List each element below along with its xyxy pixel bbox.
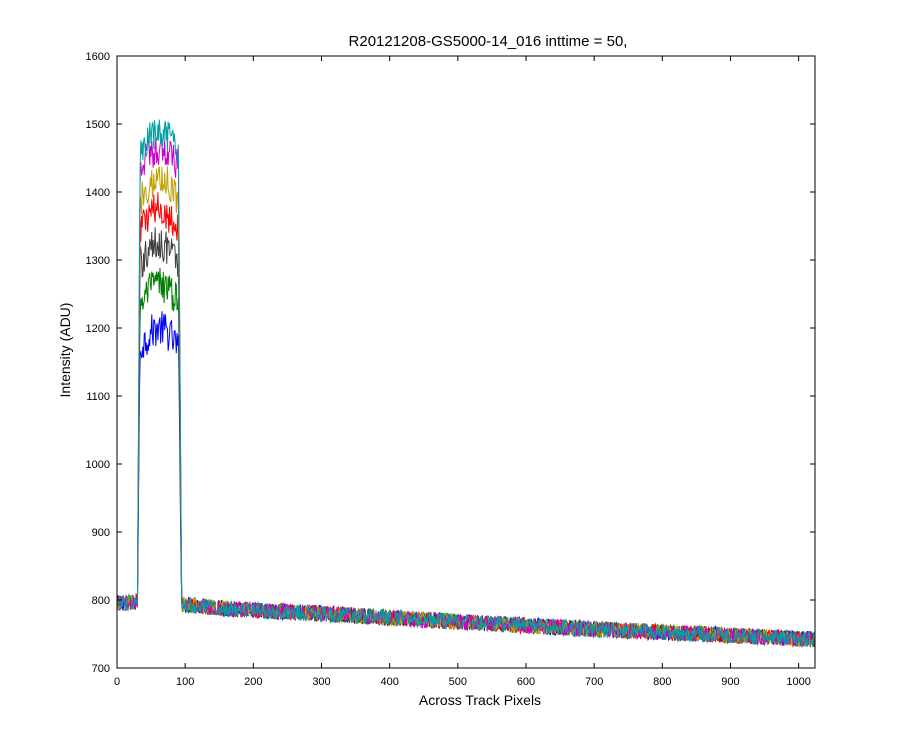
y-tick-label: 1000: [86, 459, 110, 471]
y-tick-label: 1600: [86, 51, 110, 63]
chart-title: R20121208-GS5000-14_016 inttime = 50,: [349, 33, 628, 50]
x-tick-label: 700: [585, 676, 603, 688]
x-tick-label: 800: [653, 676, 671, 688]
y-tick-label: 1300: [86, 255, 110, 267]
x-tick-label: 200: [244, 676, 262, 688]
y-tick-label: 800: [92, 595, 110, 607]
x-tick-label: 400: [380, 676, 398, 688]
series-layer: [116, 119, 816, 649]
x-tick-label: 100: [176, 676, 194, 688]
plot-frame: [116, 55, 816, 669]
y-axis-label: Intensity (ADU): [57, 303, 73, 398]
y-tick-label: 1500: [86, 119, 110, 131]
y-tick-label: 1200: [86, 323, 110, 335]
x-tick-label: 600: [517, 676, 535, 688]
y-tick-label: 1100: [86, 391, 110, 403]
y-tick-label: 700: [92, 663, 110, 675]
plot-area: [117, 56, 815, 668]
x-axis: 0 100 200 300 400 500 600 700 800 900 1000: [114, 56, 811, 688]
y-tick-label: 1400: [86, 187, 110, 199]
y-tick-label: 900: [92, 527, 110, 539]
x-tick-label: 1000: [786, 676, 810, 688]
y-axis: 700 800 900 1000 1100 1200 1300 1400 1500 1600: [86, 51, 815, 675]
x-tick-label: 900: [721, 676, 739, 688]
x-tick-label: 0: [114, 676, 120, 688]
x-tick-label: 300: [312, 676, 330, 688]
x-axis-label: Across Track Pixels: [419, 692, 541, 708]
series-line: [116, 119, 816, 648]
x-tick-label: 500: [449, 676, 467, 688]
